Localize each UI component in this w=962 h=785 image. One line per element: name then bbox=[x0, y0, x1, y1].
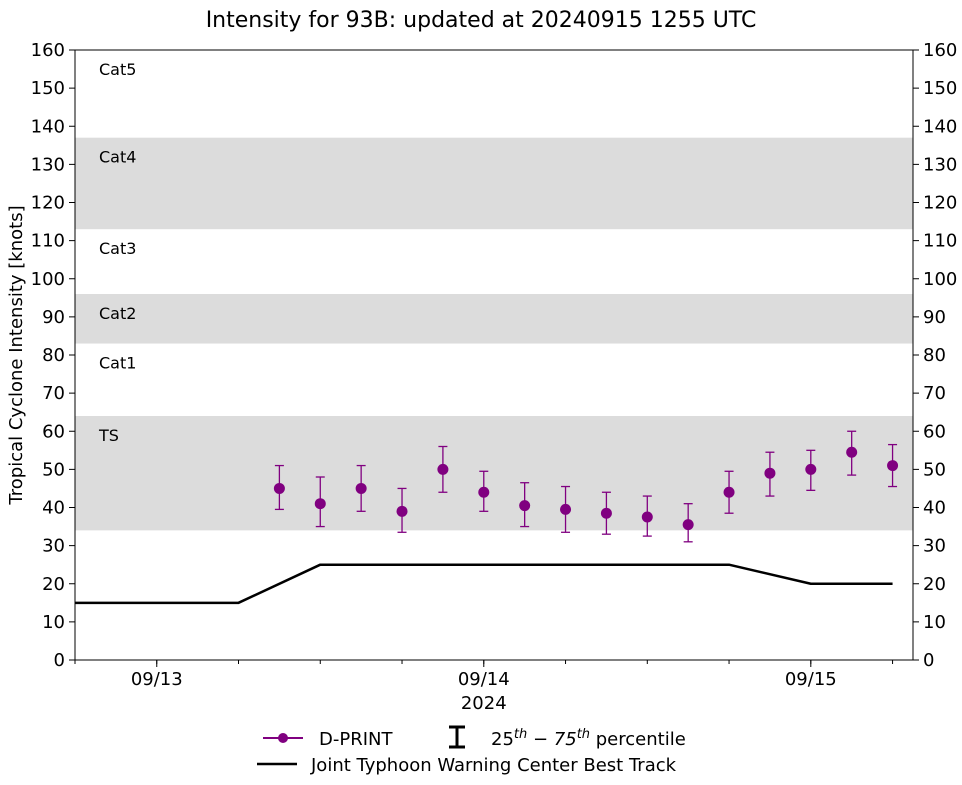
y-tick-label: 60 bbox=[42, 421, 65, 442]
y-tick-label-right: 110 bbox=[923, 231, 957, 252]
dprint-point-group bbox=[437, 445, 449, 493]
y-tick-label: 150 bbox=[31, 78, 65, 99]
chart-title: Intensity for 93B: updated at 20240915 1… bbox=[205, 8, 757, 33]
legend-besttrack-label: Joint Typhoon Warning Center Best Track bbox=[310, 755, 677, 776]
y-tick-label-right: 160 bbox=[923, 40, 957, 61]
y-tick-label-right: 40 bbox=[923, 498, 946, 519]
category-label: Cat2 bbox=[99, 304, 136, 323]
legend-errorbar-icon bbox=[449, 725, 465, 749]
y-tick-label-right: 0 bbox=[923, 650, 934, 671]
category-band bbox=[75, 416, 913, 531]
category-label: Cat1 bbox=[99, 354, 136, 373]
y-tick-label: 70 bbox=[42, 383, 65, 404]
y-tick-label: 110 bbox=[31, 231, 65, 252]
dprint-point-group bbox=[805, 449, 817, 491]
category-band bbox=[75, 294, 913, 344]
dprint-point bbox=[314, 498, 326, 510]
y-tick-label: 120 bbox=[31, 193, 65, 214]
dprint-point-group bbox=[641, 495, 653, 537]
dprint-point bbox=[437, 463, 449, 475]
legend-percentile-label: 25th − 75th percentile bbox=[491, 727, 686, 750]
dprint-point bbox=[519, 500, 531, 512]
category-bands bbox=[75, 137, 913, 531]
y-tick-label-right: 150 bbox=[923, 78, 957, 99]
y-tick-label: 30 bbox=[42, 536, 65, 557]
y-tick-label-right: 140 bbox=[923, 116, 957, 137]
y-axis-label: Tropical Cyclone Intensity [knots] bbox=[6, 205, 27, 505]
dprint-point bbox=[560, 503, 572, 515]
best-track-layer bbox=[75, 563, 893, 605]
y-tick-label-right: 70 bbox=[923, 383, 946, 404]
dprint-point bbox=[846, 446, 858, 458]
dprint-point bbox=[600, 507, 612, 519]
y-tick-label-right: 80 bbox=[923, 345, 946, 366]
category-label: TS bbox=[98, 426, 119, 445]
x-tick-label: 09/14 bbox=[458, 669, 510, 690]
dprint-point-group bbox=[478, 470, 490, 512]
dprint-point-group bbox=[764, 451, 776, 497]
dprint-point bbox=[723, 486, 735, 498]
y-tick-label-right: 100 bbox=[923, 269, 957, 290]
dprint-point-group bbox=[600, 491, 612, 535]
dprint-point-group bbox=[396, 487, 408, 533]
dprint-point bbox=[355, 482, 367, 494]
y-axis-left: 0 10 20 30 40 50 60 70 80 90 100 110 120 130 140 150 160 bbox=[31, 40, 75, 671]
y-tick-label: 90 bbox=[42, 307, 65, 328]
y-tick-label-right: 90 bbox=[923, 307, 946, 328]
dprint-point bbox=[273, 482, 285, 494]
y-tick-label-right: 130 bbox=[923, 154, 957, 175]
x-axis: 09/13 09/14 09/15 bbox=[74, 660, 894, 690]
y-tick-label: 140 bbox=[31, 116, 65, 137]
dprint-point-group bbox=[723, 470, 735, 514]
y-tick-label: 0 bbox=[54, 650, 65, 671]
category-labels: TS Cat1 Cat2 Cat3 Cat4 Cat5 bbox=[98, 60, 136, 445]
y-tick-label-right: 10 bbox=[923, 612, 946, 633]
dprint-point-group bbox=[846, 430, 858, 476]
dprint-point bbox=[887, 460, 899, 472]
y-tick-label-right: 120 bbox=[923, 193, 957, 214]
legend: D-PRINT 25th − 75th percentile Joint Typ… bbox=[257, 725, 686, 776]
dprint-point bbox=[682, 519, 694, 531]
dprint-point-group bbox=[519, 482, 531, 528]
category-label: Cat5 bbox=[99, 60, 136, 79]
y-tick-label: 100 bbox=[31, 269, 65, 290]
category-label: Cat4 bbox=[99, 148, 136, 167]
dprint-point bbox=[396, 505, 408, 517]
dprint-point-group bbox=[314, 476, 326, 528]
y-tick-label: 80 bbox=[42, 345, 65, 366]
legend-dprint-marker bbox=[278, 733, 288, 743]
category-band bbox=[75, 137, 913, 230]
legend-dprint-label: D-PRINT bbox=[319, 729, 393, 750]
y-tick-label-right: 20 bbox=[923, 574, 946, 595]
y-tick-label: 10 bbox=[42, 612, 65, 633]
dprint-point bbox=[764, 467, 776, 479]
x-tick-label: 09/15 bbox=[785, 669, 837, 690]
y-tick-label: 160 bbox=[31, 40, 65, 61]
y-tick-label-right: 60 bbox=[923, 421, 946, 442]
y-tick-label: 40 bbox=[42, 498, 65, 519]
dprint-point-group bbox=[355, 464, 367, 512]
dprint-layer bbox=[273, 430, 899, 543]
dprint-point-group bbox=[560, 485, 572, 533]
y-axis-right: 0 10 20 30 40 50 60 70 80 90 100 110 120 130 140 150 160 bbox=[913, 40, 957, 671]
category-label: Cat3 bbox=[99, 239, 136, 258]
dprint-point bbox=[478, 486, 490, 498]
x-tick-label: 09/13 bbox=[131, 669, 183, 690]
y-tick-label: 50 bbox=[42, 459, 65, 480]
dprint-point-group bbox=[682, 503, 694, 543]
dprint-point-group bbox=[887, 443, 899, 488]
x-axis-label: 2024 bbox=[461, 693, 507, 714]
dprint-point bbox=[805, 463, 817, 475]
dprint-point-group bbox=[273, 464, 285, 511]
dprint-point bbox=[641, 511, 653, 523]
y-tick-label-right: 50 bbox=[923, 459, 946, 480]
y-tick-label-right: 30 bbox=[923, 536, 946, 557]
y-tick-label: 20 bbox=[42, 574, 65, 595]
best-track-line bbox=[75, 563, 893, 605]
y-tick-label: 130 bbox=[31, 154, 65, 175]
